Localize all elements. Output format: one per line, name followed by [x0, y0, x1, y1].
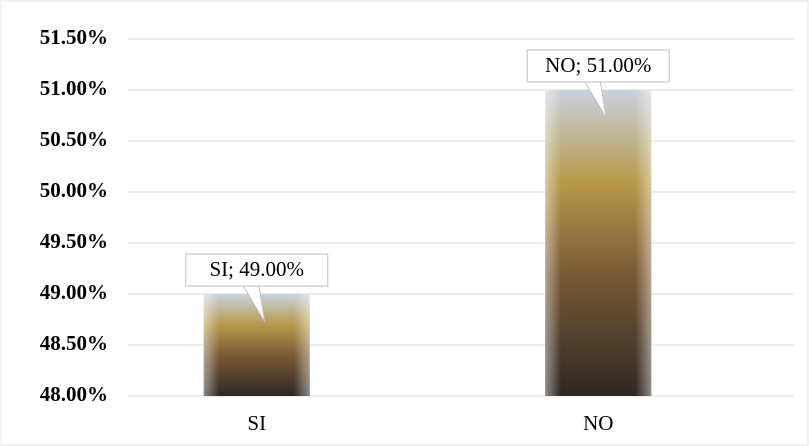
y-tick-label: 49.00%: [40, 280, 108, 304]
y-tick-label: 51.00%: [40, 76, 108, 100]
y-tick-label: 50.50%: [40, 127, 108, 151]
y-tick-label: 51.50%: [40, 25, 108, 49]
data-label: NO; 51.00%: [545, 53, 651, 77]
y-tick-label: 49.50%: [40, 229, 108, 253]
bar-shade: [545, 90, 652, 396]
bar-shade: [203, 294, 310, 396]
data-label-box: [526, 49, 670, 83]
data-label: SI; 49.00%: [210, 257, 305, 281]
data-label-box: [185, 253, 329, 287]
x-tick-label: NO: [583, 411, 613, 435]
y-tick-label: 50.00%: [40, 178, 108, 202]
x-tick-label: SI: [247, 411, 266, 435]
y-tick-label: 48.50%: [40, 331, 108, 355]
y-tick-label: 48.00%: [40, 382, 108, 406]
